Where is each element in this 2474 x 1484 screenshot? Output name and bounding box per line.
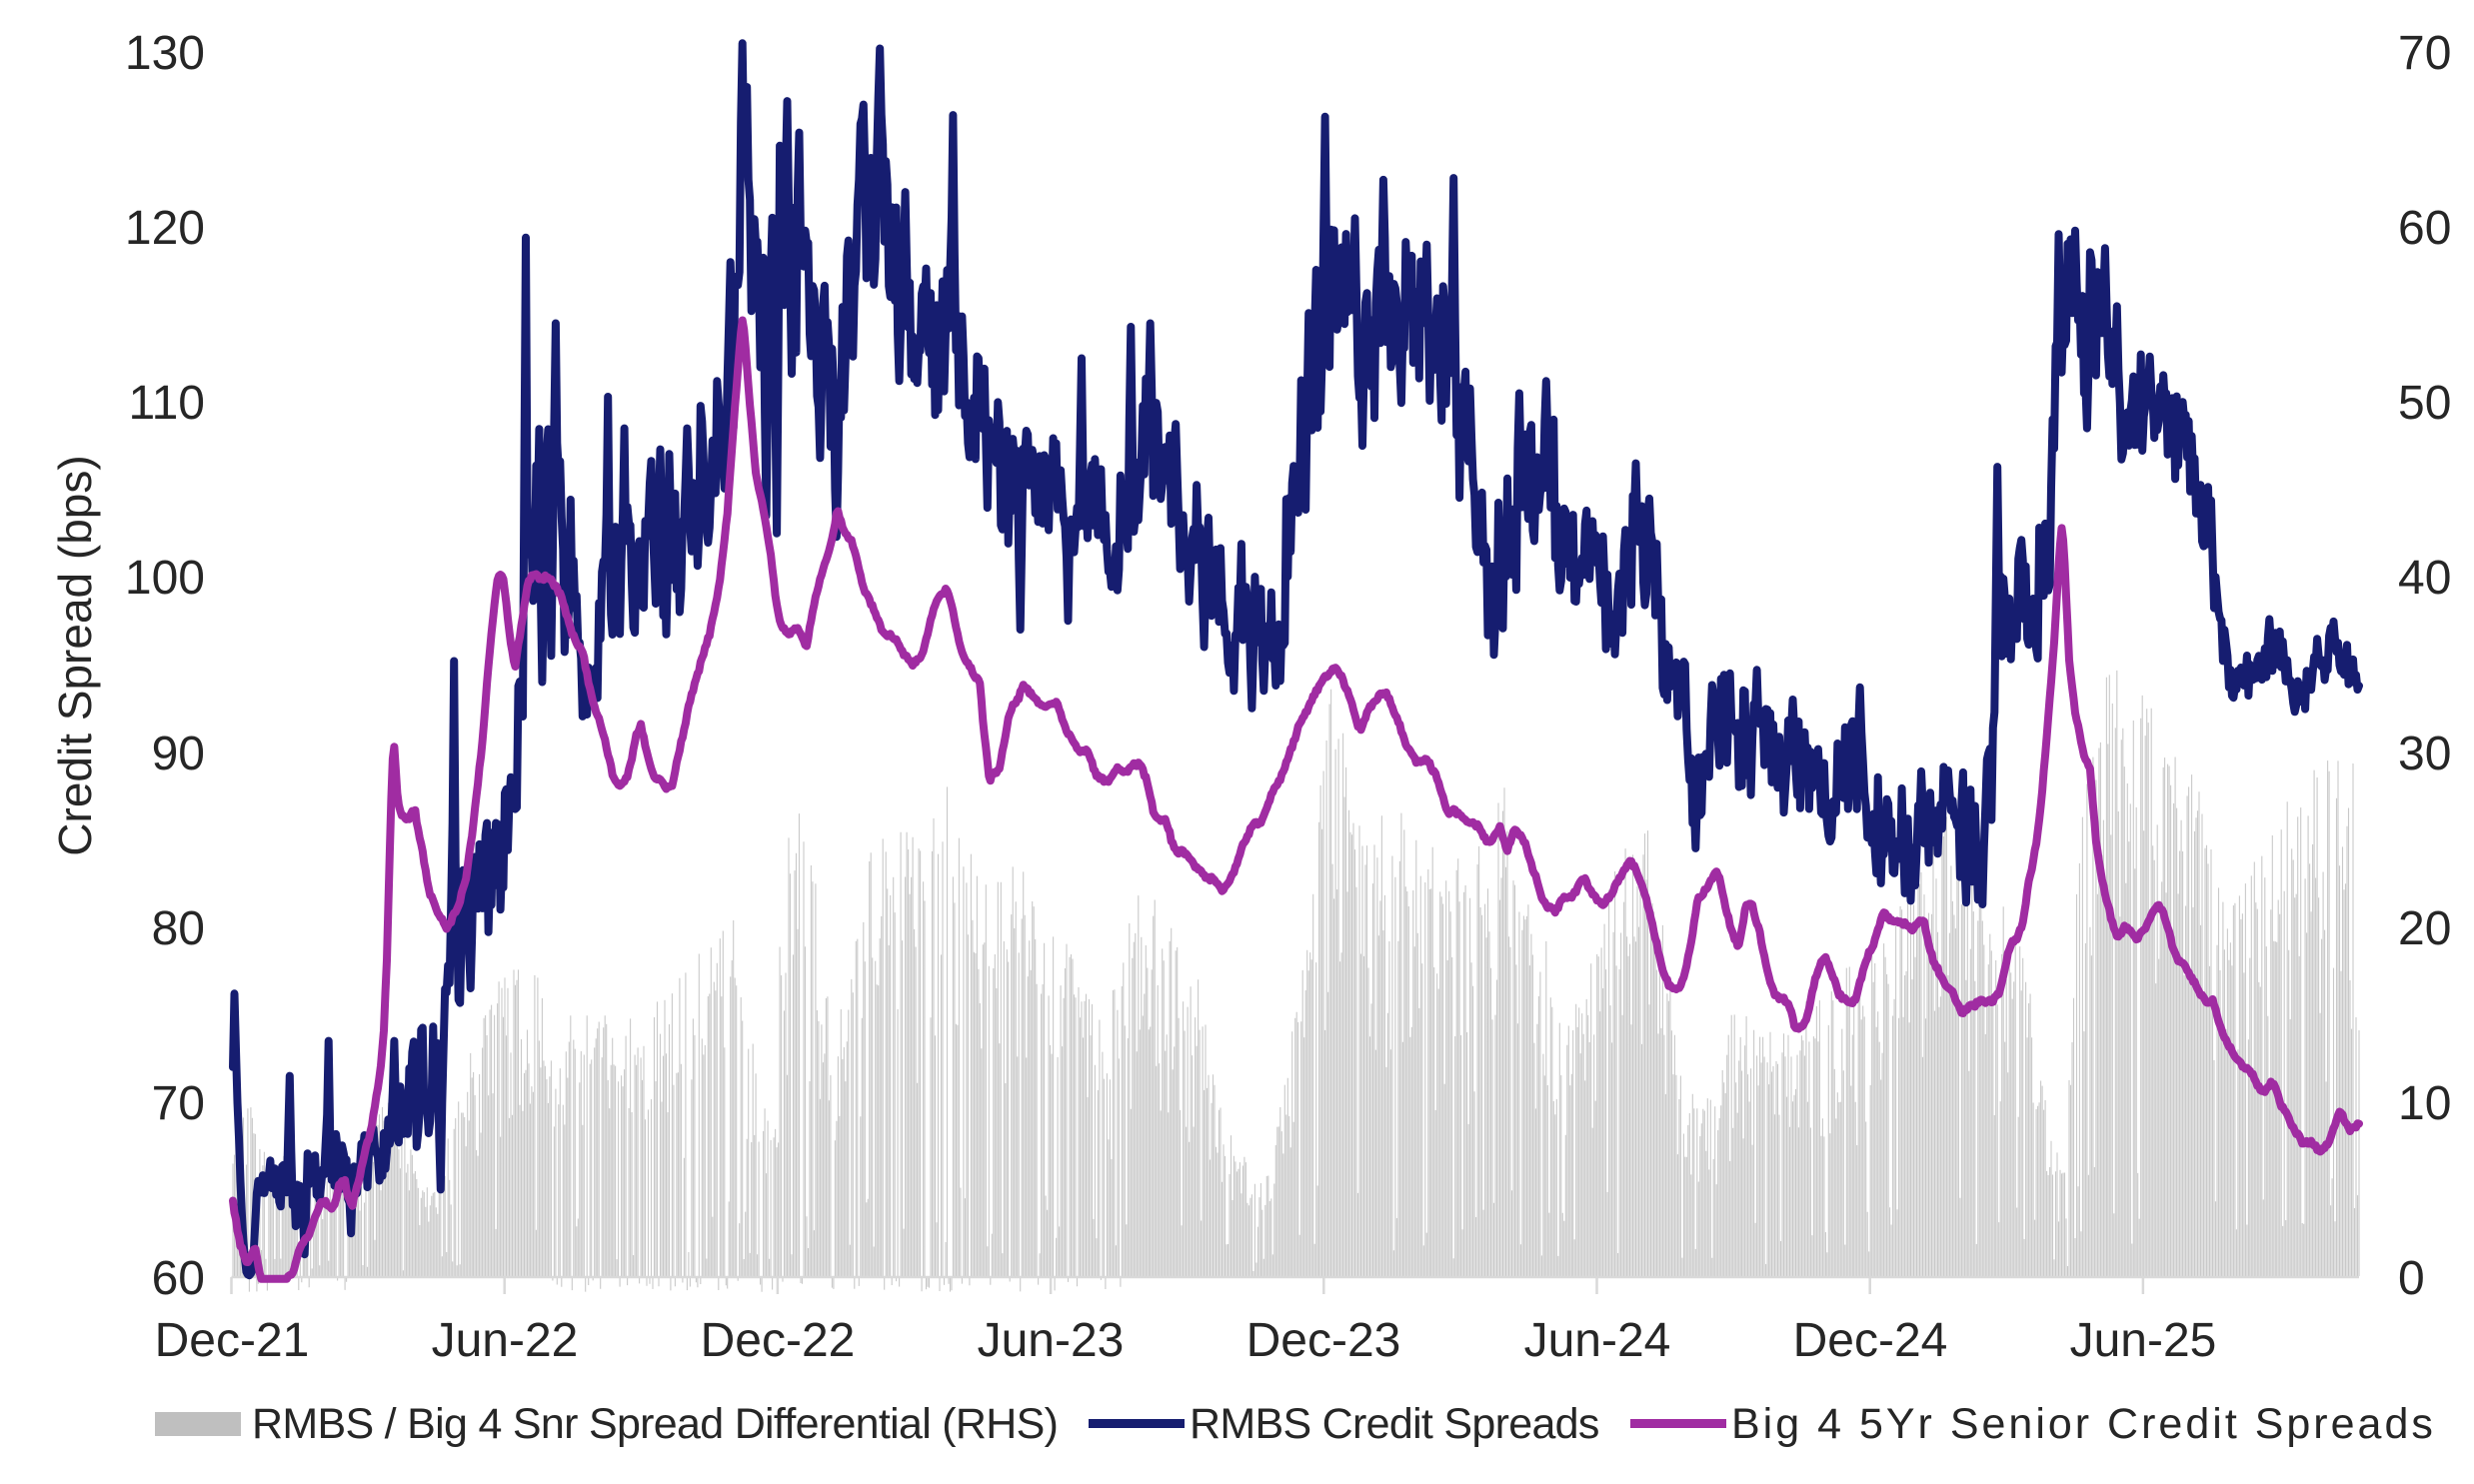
svg-text:70: 70 [152, 1077, 205, 1130]
svg-text:40: 40 [2398, 552, 2451, 605]
svg-text:50: 50 [2398, 377, 2451, 430]
svg-text:20: 20 [2398, 902, 2451, 955]
svg-text:130: 130 [125, 27, 205, 80]
svg-text:Jun-23: Jun-23 [978, 1314, 1125, 1367]
svg-text:90: 90 [152, 728, 205, 780]
svg-text:120: 120 [125, 202, 205, 255]
svg-text:10: 10 [2398, 1077, 2451, 1130]
svg-text:Jun-24: Jun-24 [1524, 1314, 1671, 1367]
svg-text:60: 60 [2398, 202, 2451, 255]
svg-text:Jun-25: Jun-25 [2070, 1314, 2217, 1367]
svg-text:60: 60 [152, 1252, 205, 1305]
svg-text:Dec-21: Dec-21 [155, 1314, 310, 1367]
svg-text:110: 110 [128, 377, 205, 430]
svg-text:Credit Spread (bps): Credit Spread (bps) [49, 455, 101, 855]
svg-text:70: 70 [2398, 27, 2451, 80]
svg-text:Dec-22: Dec-22 [701, 1314, 856, 1367]
svg-text:RMBS Credit Spreads: RMBS Credit Spreads [1190, 1400, 1599, 1448]
svg-text:30: 30 [2398, 728, 2451, 780]
svg-text:100: 100 [125, 552, 205, 605]
svg-text:Dec-24: Dec-24 [1793, 1314, 1948, 1367]
svg-text:Jun-22: Jun-22 [432, 1314, 579, 1367]
svg-text:Big 4 5Yr Senior Credit Spread: Big 4 5Yr Senior Credit Spreads [1731, 1400, 2436, 1448]
svg-text:0: 0 [2398, 1252, 2425, 1305]
svg-text:RMBS / Big 4 Snr Spread Differ: RMBS / Big 4 Snr Spread Differential (RH… [252, 1400, 1058, 1448]
svg-text:Dec-23: Dec-23 [1246, 1314, 1401, 1367]
svg-text:80: 80 [152, 902, 205, 955]
